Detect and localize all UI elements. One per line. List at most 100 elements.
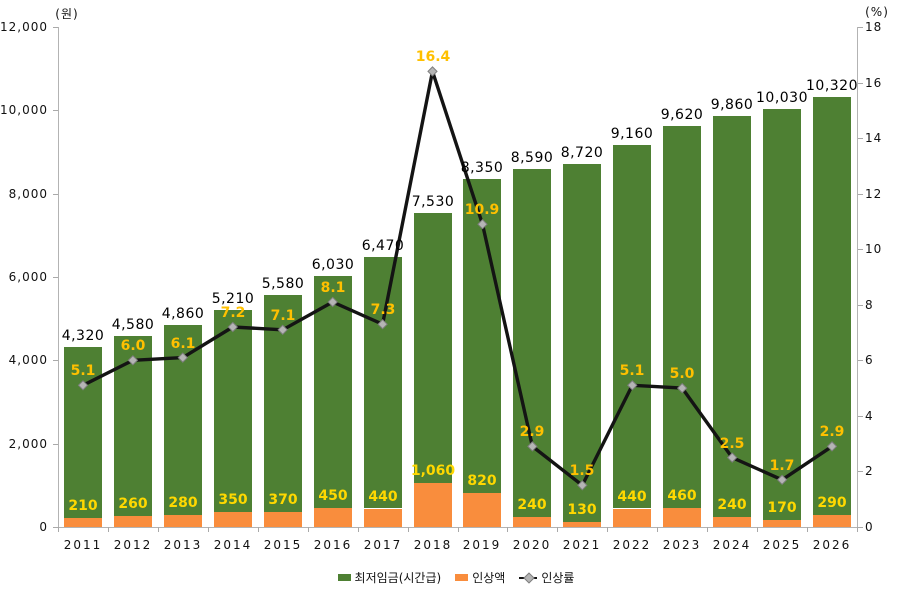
y-axis-tick-left [53,194,58,195]
y-axis-tick-label-left: 2,000 [8,437,48,451]
year-label: 2015 [263,538,303,552]
bar-increase-segment [264,512,302,527]
x-axis-tick [108,527,109,532]
rate-value-label: 2.5 [719,436,745,452]
bar-increase-segment [513,517,551,527]
wage-value-label: 9,160 [610,126,654,142]
bar-increase-segment [164,515,202,527]
increase-amount-swatch-icon [455,574,469,581]
increase-value-label: 460 [667,488,697,504]
legend-label-increase-rate: 인상률 [541,571,575,585]
year-label: 2025 [762,538,802,552]
x-axis-tick [158,527,159,532]
bar-increase-segment [763,520,801,527]
y-axis-line-right [857,27,858,527]
rate-value-label: 8.1 [320,280,346,296]
year-label: 2020 [512,538,552,552]
rate-marker-icon [427,66,438,77]
year-label: 2024 [712,538,752,552]
rate-value-label: 5.1 [70,363,96,379]
x-axis-tick [757,527,758,532]
y-axis-tick-right [858,471,863,472]
year-label: 2013 [163,538,203,552]
y-axis-tick-right [858,416,863,417]
y-axis-tick-right [858,83,863,84]
right-axis-unit-label: (%) [865,5,889,19]
wage-value-label: 7,530 [411,194,455,210]
rate-value-label: 2.9 [819,424,845,440]
year-label: 2017 [363,538,403,552]
increase-value-label: 350 [218,492,248,508]
year-label: 2018 [413,538,453,552]
bar-increase-segment [813,515,851,527]
legend-item-increase-rate: 인상률 [519,569,574,586]
y-axis-tick-right [858,305,863,306]
increase-value-label: 280 [168,495,198,511]
y-axis-tick-right [858,138,863,139]
y-axis-tick-left [53,110,58,111]
bar-wage-segment [214,310,252,512]
increase-value-label: 440 [368,489,398,505]
y-axis-tick-label-left: 0 [39,520,48,534]
y-axis-tick-left [53,277,58,278]
wage-value-label: 4,580 [111,317,155,333]
diamond-marker-icon [523,572,535,584]
legend-label-increase-amount: 인상액 [472,571,506,585]
y-axis-tick-label-left: 10,000 [0,103,48,117]
rate-value-label: 2.9 [519,424,545,440]
year-label: 2011 [63,538,103,552]
bar-wage-segment [813,97,851,515]
year-label: 2026 [812,538,852,552]
bar-increase-segment [463,493,501,527]
wage-value-label: 9,620 [660,107,704,123]
x-axis-tick [857,527,858,532]
left-axis-unit-label: (원) [55,7,79,21]
x-axis-tick [557,527,558,532]
year-label: 2012 [113,538,153,552]
increase-value-label: 440 [617,489,647,505]
bar-increase-segment [64,518,102,527]
minimum-wage-swatch-icon [337,574,351,581]
y-axis-tick-right [858,194,863,195]
x-axis-tick [707,527,708,532]
bar-wage-segment [314,276,352,509]
x-axis-tick [807,527,808,532]
rate-value-label: 6.1 [170,336,196,352]
x-axis-tick [358,527,359,532]
x-axis-tick [208,527,209,532]
increase-value-label: 260 [118,496,148,512]
x-axis-line [58,527,857,528]
x-axis-tick [458,527,459,532]
increase-value-label: 290 [817,495,847,511]
wage-value-label: 5,580 [261,276,305,292]
y-axis-tick-left [53,444,58,445]
x-axis-tick [408,527,409,532]
increase-value-label: 370 [268,492,298,508]
increase-value-label: 450 [318,488,348,504]
y-axis-tick-right [858,249,863,250]
legend-item-increase-amount: 인상액 [455,569,505,586]
x-axis-tick [507,527,508,532]
rate-value-label: 6.0 [120,338,146,354]
wage-value-label: 10,030 [756,90,808,106]
y-axis-tick-left [53,360,58,361]
wage-value-label: 6,030 [311,257,355,273]
y-axis-tick-label-left: 12,000 [0,20,48,34]
bar-wage-segment [713,116,751,517]
legend: 최저임금(시간급) 인상액 인상률 [0,569,912,586]
legend-label-minimum-wage: 최저임금(시간급) [354,571,442,585]
bar-increase-segment [663,508,701,527]
wage-value-label: 10,320 [806,78,858,94]
wage-value-label: 8,350 [460,160,504,176]
year-label: 2021 [562,538,602,552]
wage-value-label: 8,590 [510,150,554,166]
y-axis-tick-label-right: 0 [865,520,874,534]
rate-value-label: 1.5 [569,463,595,479]
increase-rate-line-icon [519,572,538,584]
increase-value-label: 240 [517,497,547,513]
increase-value-label: 170 [767,500,797,516]
bar-increase-segment [414,483,452,527]
bar-increase-segment [713,517,751,527]
year-label: 2023 [662,538,702,552]
